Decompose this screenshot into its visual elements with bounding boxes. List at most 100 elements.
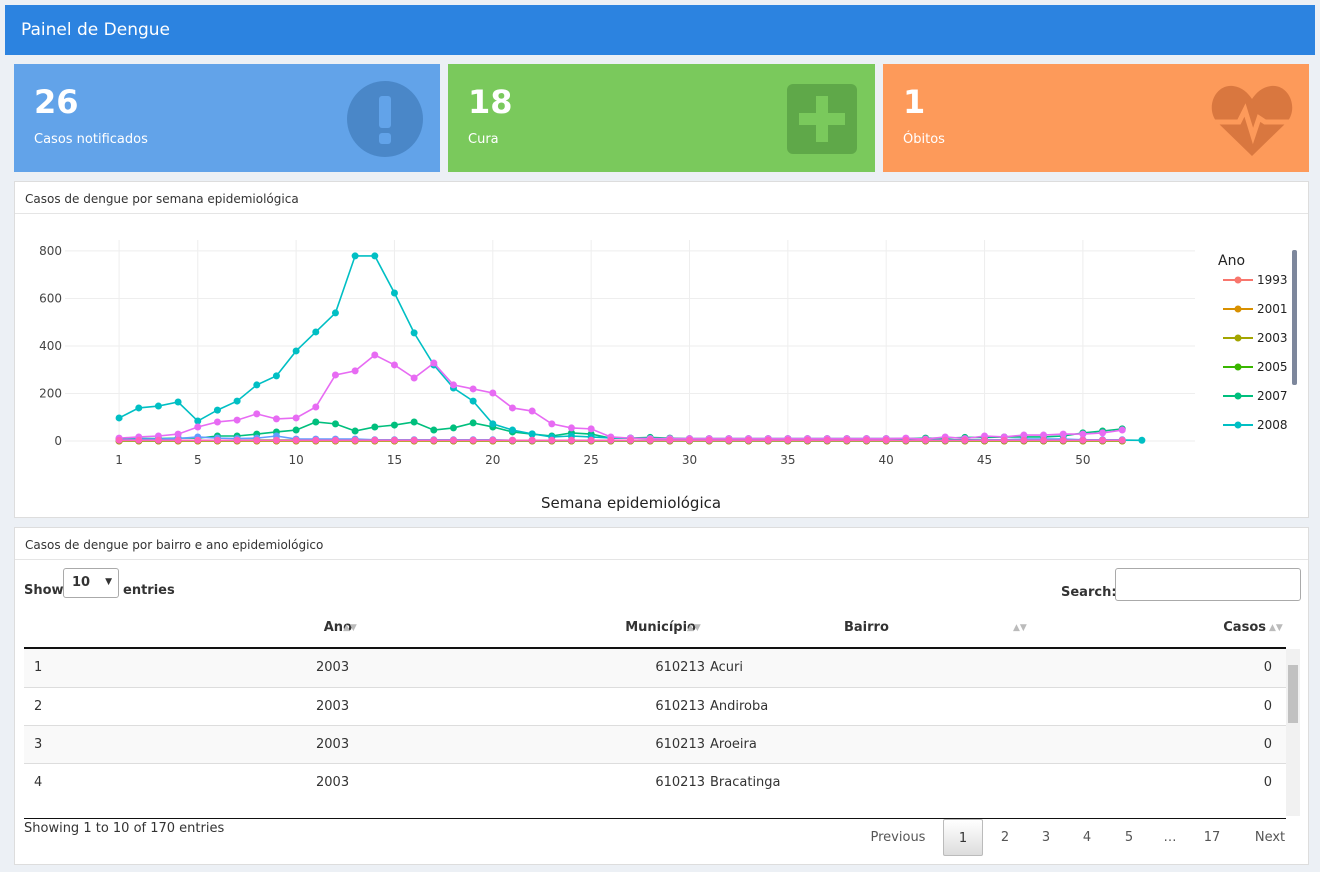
point	[646, 436, 654, 444]
table-row: 3 2003 610213 Aroeira 0	[24, 725, 1286, 763]
series-line	[118, 255, 1142, 442]
point	[371, 252, 379, 260]
point	[292, 414, 300, 422]
point	[567, 424, 575, 432]
page-button[interactable]: …	[1163, 830, 1177, 845]
point	[135, 404, 143, 412]
point	[312, 403, 320, 411]
next-button[interactable]: Next	[1254, 830, 1286, 845]
point	[666, 436, 674, 444]
y-tick-label: 600	[39, 291, 62, 305]
legend-label: 2005	[1257, 360, 1288, 374]
point	[390, 361, 398, 369]
table-row: 1 2003 610213 Acuri 0	[24, 649, 1286, 687]
icon	[347, 81, 423, 157]
column-header: Município	[625, 620, 696, 635]
page-button[interactable]: 3	[1041, 830, 1051, 845]
point	[351, 436, 359, 444]
point	[469, 419, 477, 427]
header-title: Painel de Dengue	[5, 5, 1315, 55]
point	[449, 381, 457, 389]
value-box: 18 Cura	[448, 64, 875, 172]
y-tick-label: 400	[39, 339, 62, 353]
table-cell: 2003	[316, 737, 350, 752]
x-tick-label: 50	[1075, 453, 1090, 467]
point	[410, 418, 418, 426]
table-cell: 610213	[655, 699, 705, 714]
value-box: 26 Casos notificados	[14, 64, 440, 172]
point	[351, 427, 359, 435]
table-body: 1 2003 610213 Acuri 0 2 2003 610213 Andiroba 0 3 20…	[15, 649, 1286, 816]
box-value: 1	[903, 83, 926, 121]
point	[410, 329, 418, 337]
legend-scrollbar	[1292, 250, 1297, 385]
point	[390, 421, 398, 429]
page-button[interactable]: 17	[1203, 830, 1221, 845]
point	[587, 436, 595, 444]
table-cell: Bracatinga	[710, 775, 781, 790]
length-before: Show	[24, 583, 64, 598]
point	[705, 436, 713, 444]
table-cell: 2003	[316, 775, 350, 790]
point	[922, 436, 930, 444]
point	[548, 420, 556, 428]
legend-marker	[1234, 392, 1242, 400]
point	[1099, 429, 1107, 437]
page-button[interactable]: 1	[943, 819, 983, 856]
point	[863, 436, 871, 444]
point	[115, 414, 123, 422]
legend-label: 2008	[1257, 418, 1288, 432]
table-cell: 0	[1263, 699, 1272, 714]
point	[233, 436, 241, 444]
point	[272, 415, 280, 423]
point	[194, 436, 202, 444]
x-tick-label: 40	[879, 453, 894, 467]
point	[194, 417, 202, 425]
x-tick-label: 45	[977, 453, 992, 467]
point	[1059, 430, 1067, 438]
point	[489, 389, 497, 397]
table-footer-line	[24, 818, 1286, 819]
point	[528, 430, 536, 438]
x-tick-label: 30	[682, 453, 697, 467]
box-label: Cura	[468, 132, 499, 147]
legend-label: 2007	[1257, 389, 1288, 403]
point	[508, 404, 516, 412]
point	[981, 436, 989, 444]
point	[174, 430, 182, 438]
point	[528, 407, 536, 415]
table-cell: Andiroba	[710, 699, 769, 714]
point	[1079, 430, 1087, 438]
point	[567, 436, 575, 444]
previous-button[interactable]: Previous	[870, 830, 926, 845]
length-select[interactable]: 10 ▼	[63, 568, 119, 598]
table-header: Ano ▲▼ Município ▲▼ Bairro ▲▼ Casos ▲▼	[24, 609, 1286, 649]
point	[764, 436, 772, 444]
point	[430, 426, 438, 434]
page-button[interactable]: 2	[1000, 830, 1010, 845]
legend-marker	[1234, 276, 1242, 284]
y-tick-label: 800	[39, 244, 62, 258]
legend-marker	[1234, 421, 1242, 429]
point	[685, 436, 693, 444]
point	[272, 436, 280, 444]
column-header: Bairro	[844, 620, 889, 635]
table-cell: 1	[34, 660, 43, 675]
search-input[interactable]	[1115, 568, 1301, 601]
point	[331, 420, 339, 428]
point	[312, 436, 320, 444]
point	[430, 359, 438, 367]
point	[469, 397, 477, 405]
table-info: Showing 1 to 10 of 170 entries	[24, 821, 225, 836]
point	[1138, 436, 1146, 444]
page-button[interactable]: 4	[1082, 830, 1092, 845]
point	[508, 436, 516, 444]
point	[941, 436, 949, 444]
box-label: Óbitos	[903, 132, 945, 147]
point	[587, 425, 595, 433]
legend: Ano 1993 2001 2003 2005 2007 2008	[1218, 253, 1288, 432]
table-cell: 3	[34, 737, 43, 752]
table-cell: 0	[1263, 660, 1272, 675]
point	[213, 436, 221, 444]
page-button[interactable]: 5	[1124, 830, 1134, 845]
